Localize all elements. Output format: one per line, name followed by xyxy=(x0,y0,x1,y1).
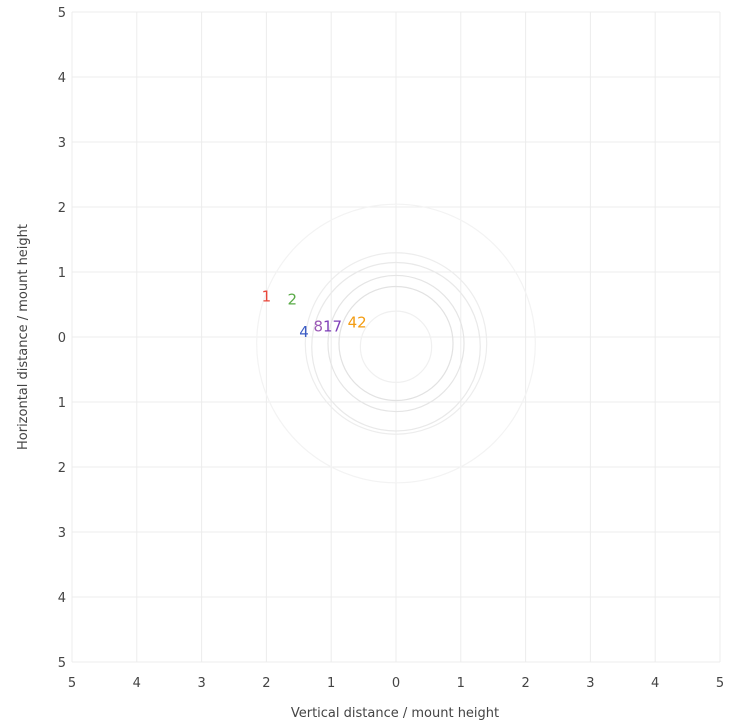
distance-rings xyxy=(256,203,536,484)
x-tick-label: 5 xyxy=(68,676,76,691)
point-label-17: 17 xyxy=(323,318,342,336)
y-tick-label: 5 xyxy=(58,6,66,21)
y-axis-title: Horizontal distance / mount height xyxy=(16,224,31,450)
y-tick-label: 5 xyxy=(58,656,66,671)
x-tick-label: 4 xyxy=(133,676,141,691)
grid xyxy=(71,11,721,663)
x-tick-label: 2 xyxy=(262,676,270,691)
x-tick-label: 5 xyxy=(716,676,724,691)
x-axis-ticks: 5 4 3 2 1 0 1 2 3 4 5 xyxy=(68,676,724,691)
x-tick-label: 0 xyxy=(392,676,400,691)
point-label-2: 2 xyxy=(288,290,298,308)
x-tick-label: 3 xyxy=(586,676,594,691)
distance-ring xyxy=(359,310,433,383)
y-tick-label: 4 xyxy=(58,591,66,606)
y-tick-label: 3 xyxy=(58,136,66,151)
point-label-4: 4 xyxy=(299,323,309,341)
point-label-42: 42 xyxy=(348,314,367,332)
y-tick-label: 4 xyxy=(58,71,66,86)
y-tick-label: 0 xyxy=(58,331,66,346)
point-labels: 1 24 8 17 42 xyxy=(262,288,367,341)
y-tick-label: 2 xyxy=(58,201,66,216)
y-tick-label: 1 xyxy=(58,266,66,281)
point-label-1: 1 xyxy=(262,288,272,306)
distance-ring xyxy=(327,274,465,413)
x-tick-label: 1 xyxy=(327,676,335,691)
distance-ring xyxy=(311,261,481,432)
y-axis-ticks: 5 4 3 2 1 0 1 2 3 4 5 xyxy=(58,6,66,671)
distance-ring xyxy=(338,285,454,402)
distance-ring xyxy=(256,203,536,484)
distance-ring xyxy=(304,252,488,435)
x-tick-label: 1 xyxy=(457,676,465,691)
x-tick-label: 4 xyxy=(651,676,659,691)
y-tick-label: 2 xyxy=(58,461,66,476)
y-tick-label: 3 xyxy=(58,526,66,541)
y-tick-label: 1 xyxy=(58,396,66,411)
x-tick-label: 3 xyxy=(197,676,205,691)
point-label-8: 8 xyxy=(313,318,323,336)
x-axis-title: Vertical distance / mount height xyxy=(291,706,499,721)
x-tick-label: 2 xyxy=(521,676,529,691)
